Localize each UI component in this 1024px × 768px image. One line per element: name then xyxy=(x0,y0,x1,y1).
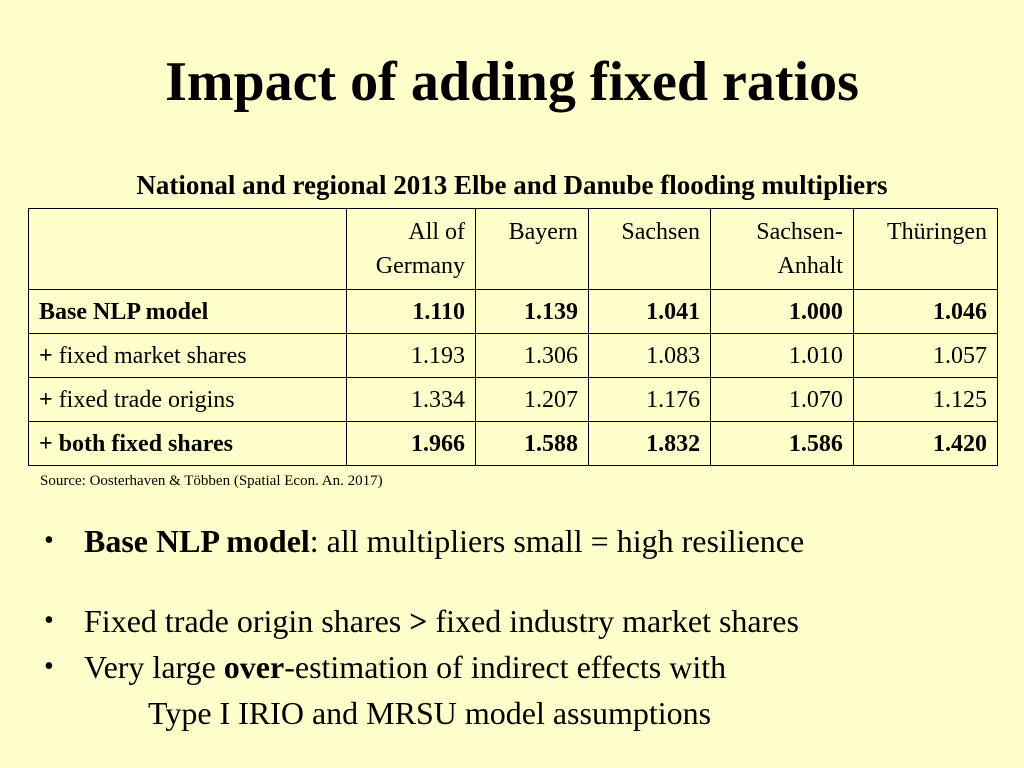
plus-sign: + xyxy=(39,342,53,369)
slide-title: Impact of adding fixed ratios xyxy=(165,51,859,113)
header-bayern: Bayern xyxy=(475,208,589,290)
bullet-item-over-estimation: • Very large over-estimation of indirect… xyxy=(44,644,804,736)
header-sa-line2: Anhalt xyxy=(777,253,843,279)
header-empty-cell xyxy=(28,208,347,290)
table-cell: 1.110 xyxy=(345,289,477,334)
table-caption: National and regional 2013 Elbe and Danu… xyxy=(136,170,888,200)
row-label-text: both fixed shares xyxy=(52,430,233,457)
table-cell: 1.139 xyxy=(475,289,589,334)
row-label: + both fixed shares xyxy=(28,421,347,466)
row-label: Base NLP model xyxy=(28,289,347,334)
table-row-fixed-trade-origins: + fixed trade origins 1.334 1.207 1.176 … xyxy=(28,377,999,422)
table-cell: 1.176 xyxy=(587,377,712,422)
table-header-row: All of Germany Bayern Sachsen Sachsen- A… xyxy=(28,208,999,290)
table-row-both-fixed-shares: + both fixed shares 1.966 1.588 1.832 1.… xyxy=(28,421,999,466)
table-row-base-nlp: Base NLP model 1.110 1.139 1.041 1.000 1… xyxy=(28,289,999,334)
bullet-text: Fixed trade origin shares xyxy=(84,603,410,639)
table-cell: 1.010 xyxy=(710,333,854,378)
header-all-of-germany: All of Germany xyxy=(345,208,477,290)
table-cell: 1.420 xyxy=(852,421,999,466)
multipliers-table: All of Germany Bayern Sachsen Sachsen- A… xyxy=(28,208,999,466)
row-label: + fixed trade origins xyxy=(28,377,347,422)
table-cell: 1.041 xyxy=(587,289,712,334)
table-cell: 1.832 xyxy=(587,421,712,466)
bullet-text: Very large xyxy=(84,649,224,685)
table-cell: 1.207 xyxy=(475,377,589,422)
table-cell: 1.125 xyxy=(852,377,999,422)
table-cell: 1.000 xyxy=(710,289,854,334)
bullet-text: -estimation of indirect effects with xyxy=(284,649,727,685)
table-cell: 1.588 xyxy=(475,421,589,466)
row-label-text: fixed trade origins xyxy=(52,386,235,413)
bullet-continuation-text: Type I IRIO and MRSU model assumptions xyxy=(148,695,712,731)
header-sachsen-anhalt: Sachsen- Anhalt xyxy=(710,208,854,290)
bullet-list: • Base NLP model: all multipliers small … xyxy=(44,518,804,736)
row-label-text: Base NLP model xyxy=(39,298,209,325)
bullet-dot-icon: • xyxy=(44,525,54,556)
source-citation: Source: Oosterhaven & Többen (Spatial Ec… xyxy=(40,473,383,489)
greater-than-sign: > xyxy=(409,603,428,639)
bullet-bold-text: over xyxy=(223,649,285,685)
table-cell: 1.334 xyxy=(345,377,477,422)
table-cell: 1.306 xyxy=(475,333,589,378)
row-label: + fixed market shares xyxy=(28,333,347,378)
header-sachsen: Sachsen xyxy=(587,208,712,290)
bullet-text: : all multipliers small = high resilienc… xyxy=(309,523,805,559)
bullet-dot-icon: • xyxy=(44,605,54,636)
bullet-item-resilience: • Base NLP model: all multipliers small … xyxy=(44,518,804,564)
bullet-bold-text: Base NLP model xyxy=(84,523,310,559)
table-cell: 1.586 xyxy=(710,421,854,466)
plus-sign: + xyxy=(39,430,53,457)
table-cell: 1.193 xyxy=(345,333,477,378)
header-sa-line1: Sachsen- xyxy=(756,219,843,245)
row-label-text: fixed market shares xyxy=(52,342,247,369)
table-cell: 1.046 xyxy=(852,289,999,334)
bullet-item-trade-origin: • Fixed trade origin shares > fixed indu… xyxy=(44,598,804,644)
bullet-text: fixed industry market shares xyxy=(427,603,799,639)
header-thueringen: Thüringen xyxy=(852,208,999,290)
table-row-fixed-market-shares: + fixed market shares 1.193 1.306 1.083 … xyxy=(28,333,999,378)
header-germany-line2: Germany xyxy=(375,253,466,279)
table-cell: 1.057 xyxy=(852,333,999,378)
plus-sign: + xyxy=(39,386,53,413)
header-germany-line1: All of xyxy=(408,219,466,245)
bullet-dot-icon: • xyxy=(44,651,54,682)
table-cell: 1.966 xyxy=(345,421,477,466)
table-cell: 1.070 xyxy=(710,377,854,422)
table-cell: 1.083 xyxy=(587,333,712,378)
